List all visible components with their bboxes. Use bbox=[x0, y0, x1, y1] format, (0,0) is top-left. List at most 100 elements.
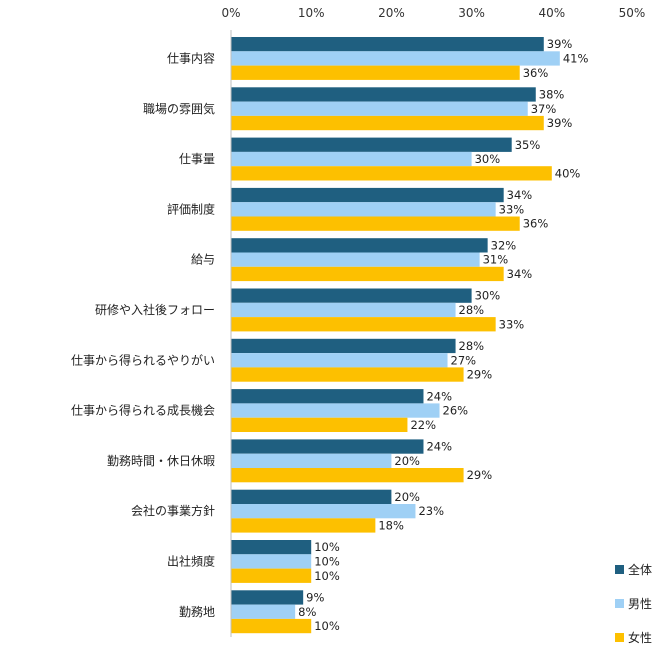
category-label: 給与 bbox=[191, 253, 215, 267]
bar bbox=[231, 187, 504, 203]
value-label: 33% bbox=[499, 317, 525, 331]
category-label: 仕事内容 bbox=[167, 50, 215, 65]
value-label: 33% bbox=[499, 202, 525, 216]
category-label: 職場の雰囲気 bbox=[143, 101, 215, 116]
legend-label: 男性 bbox=[628, 597, 652, 611]
value-labels: 39%41%36%38%37%39%35%30%40%34%33%36%32%3… bbox=[298, 37, 588, 633]
category-label: 仕事量 bbox=[179, 152, 215, 166]
bar bbox=[231, 389, 424, 404]
category-label: 会社の事業方針 bbox=[131, 503, 215, 518]
value-label: 29% bbox=[467, 368, 493, 382]
bar bbox=[231, 115, 544, 131]
value-label: 18% bbox=[378, 518, 404, 532]
category-label: 勤務時間・休日休暇 bbox=[107, 454, 215, 468]
value-label: 29% bbox=[467, 468, 493, 482]
value-label: 31% bbox=[483, 253, 509, 267]
legend-label: 女性 bbox=[628, 630, 652, 645]
value-label: 35% bbox=[515, 138, 541, 152]
value-label: 30% bbox=[475, 152, 501, 166]
x-tick-label: 30% bbox=[458, 6, 485, 20]
value-label: 30% bbox=[475, 289, 501, 303]
value-label: 24% bbox=[426, 389, 452, 403]
bar bbox=[231, 151, 472, 167]
legend-swatch bbox=[615, 599, 624, 608]
bar bbox=[231, 367, 464, 382]
bar bbox=[231, 288, 472, 303]
bar bbox=[231, 417, 408, 432]
x-tick-label: 40% bbox=[538, 6, 565, 20]
value-label: 36% bbox=[523, 217, 549, 231]
category-label: 出社頻度 bbox=[167, 553, 215, 568]
value-label: 10% bbox=[314, 540, 340, 554]
category-label: 仕事から得られる成長機会 bbox=[71, 403, 215, 418]
bar bbox=[231, 468, 464, 483]
value-label: 10% bbox=[314, 619, 340, 633]
value-label: 40% bbox=[555, 166, 581, 180]
bar bbox=[231, 518, 376, 533]
legend-label: 全体 bbox=[628, 562, 652, 577]
x-tick-label: 0% bbox=[221, 6, 240, 20]
x-tick-label: 50% bbox=[619, 6, 646, 20]
category-label: 仕事から得られるやりがい bbox=[71, 352, 215, 367]
value-label: 38% bbox=[539, 87, 565, 101]
bar bbox=[231, 216, 520, 231]
category-label: 評価制度 bbox=[167, 201, 215, 216]
bar bbox=[231, 51, 560, 66]
value-label: 24% bbox=[426, 440, 452, 454]
value-label: 20% bbox=[394, 490, 420, 504]
bar-series-group bbox=[231, 37, 560, 634]
category-labels: 仕事内容職場の雰囲気仕事量評価制度給与研修や入社後フォロー仕事から得られるやりが… bbox=[71, 50, 215, 618]
bar bbox=[231, 137, 512, 152]
x-tick-label: 10% bbox=[298, 6, 325, 20]
value-label: 9% bbox=[306, 590, 324, 604]
value-label: 10% bbox=[314, 554, 340, 568]
bar bbox=[231, 604, 296, 619]
bar bbox=[231, 87, 536, 102]
value-label: 39% bbox=[547, 37, 573, 51]
value-label: 26% bbox=[443, 404, 469, 418]
value-label: 8% bbox=[298, 605, 316, 619]
bar bbox=[231, 266, 504, 282]
bar bbox=[231, 540, 312, 555]
value-label: 20% bbox=[394, 454, 420, 468]
value-label: 34% bbox=[507, 267, 533, 281]
bar bbox=[231, 166, 552, 181]
value-label: 34% bbox=[507, 188, 533, 202]
value-label: 36% bbox=[523, 66, 549, 80]
value-label: 41% bbox=[563, 51, 589, 65]
bar bbox=[231, 338, 456, 354]
value-label: 28% bbox=[459, 303, 485, 317]
legend-swatch bbox=[615, 565, 624, 574]
bar bbox=[231, 554, 312, 569]
bar bbox=[231, 302, 456, 318]
bar bbox=[231, 101, 528, 116]
bar bbox=[231, 65, 520, 80]
value-label: 39% bbox=[547, 116, 573, 130]
value-label: 22% bbox=[410, 418, 436, 432]
x-tick-label: 20% bbox=[378, 6, 405, 20]
bar bbox=[231, 568, 312, 583]
bar bbox=[231, 504, 416, 519]
category-label: 研修や入社後フォロー bbox=[95, 302, 215, 317]
bar bbox=[231, 618, 312, 634]
bar bbox=[231, 37, 544, 52]
bar bbox=[231, 439, 424, 454]
value-label: 27% bbox=[451, 353, 477, 367]
bar bbox=[231, 590, 304, 605]
value-label: 23% bbox=[418, 504, 444, 518]
bar bbox=[231, 353, 448, 368]
x-axis-ticks: 0% 10% 20% 30% 40% 50% bbox=[221, 6, 645, 20]
bar bbox=[231, 489, 392, 504]
value-label: 37% bbox=[531, 102, 557, 116]
value-label: 32% bbox=[491, 238, 517, 252]
value-label: 28% bbox=[459, 339, 485, 353]
value-label: 10% bbox=[314, 569, 340, 583]
bar bbox=[231, 453, 392, 468]
category-label: 勤務地 bbox=[179, 605, 215, 619]
legend-swatch bbox=[615, 633, 624, 642]
bar bbox=[231, 252, 480, 267]
bar bbox=[231, 317, 496, 332]
